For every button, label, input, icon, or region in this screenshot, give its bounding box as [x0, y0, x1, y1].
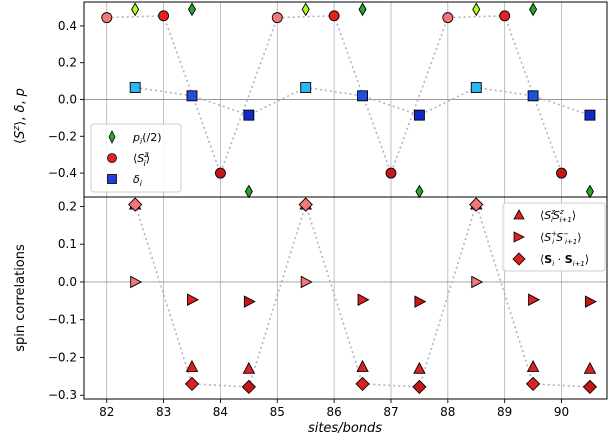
xtick-label: 88 [440, 405, 455, 419]
top-series-0-point [301, 2, 310, 17]
legend-marker-sz [107, 153, 117, 163]
bottom-legend-box [502, 202, 606, 272]
top-series-2-point [470, 82, 482, 93]
top-series-1-point [158, 10, 170, 22]
top-ytick-label: −0.2 [48, 129, 77, 143]
bottom-ylabel: spin correlations [13, 244, 28, 352]
top-series-0-point [187, 2, 197, 17]
top-series-0-point [415, 184, 424, 199]
top-series-1-point [101, 12, 113, 24]
bottom-series-2-point [241, 379, 256, 395]
top-ytick-label: −0.4 [48, 166, 77, 180]
legend-marker-p [108, 130, 116, 144]
bottom-series-1-point [130, 275, 143, 289]
top-ytick-label: 0.0 [58, 93, 77, 107]
top-panel: 0.4 0.2 0.0 −0.2 −0.4 [48, 1, 608, 199]
top-ytick-label: 0.2 [58, 56, 77, 70]
bottom-series-1-point [243, 295, 256, 308]
top-ytick-label: 0.4 [58, 19, 77, 33]
bottom-legend: ⟨Sz iSz i+1⟩ ⟨S+ i S− i+1⟩ ⟨Si · Si+1⟩ [502, 202, 606, 272]
top-series-0-point [131, 2, 140, 17]
bottom-series-1-point [584, 295, 597, 308]
bottom-axes-frame [83, 196, 608, 400]
top-series-0-point [244, 184, 253, 199]
top-series-1-point [556, 167, 567, 179]
top-series-2-point [413, 109, 425, 121]
legend-label-spsm: ⟨S+ i S− i+1⟩ [540, 230, 582, 246]
top-series-2-point [584, 109, 596, 121]
legend-marker-szsz [513, 209, 525, 220]
bottom-series-2-point [412, 379, 427, 395]
bottom-series-2-point [355, 376, 370, 392]
bottom-ytick-label: 0.0 [58, 275, 77, 289]
xtick-label: 86 [326, 405, 341, 419]
x-axis-label: sites/bonds [308, 421, 382, 436]
top-series-2-point [129, 82, 141, 93]
legend-label-szsz: ⟨Sz iSz i+1⟩ [540, 208, 576, 224]
legend-marker-delta [107, 174, 117, 184]
top-series-0-point [585, 184, 594, 199]
top-series-2-point [527, 90, 539, 102]
bottom-series-2-point [469, 197, 484, 212]
bottom-ytick-label: −0.3 [48, 388, 77, 402]
xtick-label: 85 [270, 405, 285, 419]
bottom-series-2-point [525, 376, 541, 392]
bottom-series-1-point [471, 275, 484, 289]
bottom-series-0-point [526, 359, 540, 372]
bottom-series-2-point [582, 379, 598, 395]
bottom-series-0-point [583, 361, 597, 374]
top-series-2-point [243, 109, 255, 121]
top-series-1-point [499, 10, 511, 22]
top-series-2-point [357, 90, 369, 102]
bottom-series-0-point [185, 359, 199, 372]
bottom-series-2-point [128, 197, 143, 212]
top-series-1-point [442, 12, 454, 24]
xtick-label: 89 [497, 405, 512, 419]
bottom-ytick-label: −0.1 [48, 313, 77, 327]
bottom-ytick-label: 0.2 [58, 199, 77, 213]
top-series-2-point [186, 90, 198, 102]
top-ylabel: ⟨Sz⟩, δ, p [12, 88, 28, 144]
legend-marker-spsm [513, 231, 525, 243]
legend-label-sz: ⟨Sz i⟩ [133, 150, 150, 168]
bottom-ytick-label: −0.2 [48, 350, 77, 364]
xtick-label: 84 [213, 405, 228, 419]
legend-marker-ss [512, 252, 526, 266]
top-series-1-point [328, 10, 340, 22]
legend-label-p: pi(/2) [132, 131, 162, 146]
xtick-label: 82 [99, 405, 114, 419]
xtick-label: 90 [554, 405, 569, 419]
xtick-label: 87 [383, 405, 398, 419]
top-series-0-point [529, 2, 538, 17]
bottom-series-1-point [300, 275, 313, 289]
bottom-series-2-point [184, 376, 200, 392]
top-series-1-point [271, 12, 283, 24]
xtick-label: 83 [156, 405, 171, 419]
bottom-series-0-point [242, 361, 256, 374]
legend-label-ss: ⟨Si · Si+1⟩ [540, 253, 589, 268]
bottom-series-1-point [187, 293, 199, 306]
top-legend: pi(/2) ⟨Sz i⟩ δi [90, 123, 182, 193]
top-series-0-point [472, 2, 481, 17]
bottom-series-1-point [528, 293, 541, 306]
top-series-2-point [300, 82, 312, 93]
legend-label-delta: δi [133, 173, 143, 188]
bottom-series-0-point [356, 359, 369, 372]
bottom-panel: 0.2 0.1 0.0 −0.1 −0.2 −0.3 82 83 84 85 86 87 88 89 90 [48, 196, 608, 419]
bottom-ytick-label: 0.1 [58, 237, 77, 251]
top-series-1-point [214, 167, 226, 179]
bottom-series-0-point [413, 361, 426, 374]
bottom-series-1-point [414, 295, 427, 308]
bottom-series-1-point [357, 293, 370, 306]
top-series-0-point [358, 2, 367, 17]
top-series-1-point [385, 167, 397, 179]
bottom-series-2-point [298, 197, 313, 212]
